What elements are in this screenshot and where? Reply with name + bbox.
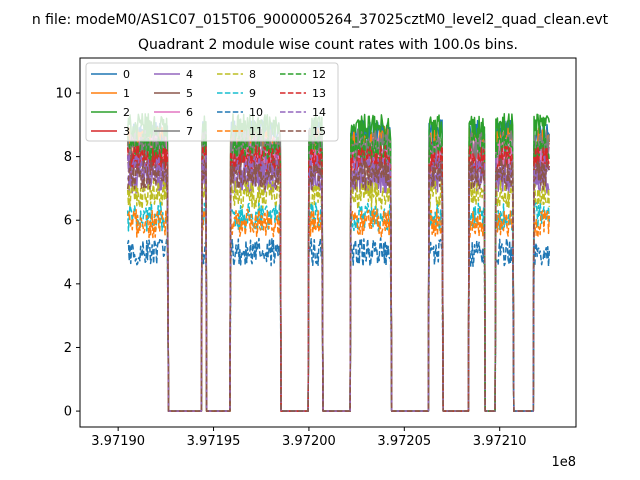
legend-label-2: 2 — [123, 106, 130, 119]
x-tick-label: 3.97190 — [91, 434, 145, 449]
series-line-12 — [126, 132, 551, 412]
series-line-8 — [126, 179, 551, 412]
series-line-10 — [126, 237, 551, 412]
plot-frame — [79, 57, 577, 428]
series-line-13 — [126, 144, 551, 412]
legend-label-12: 12 — [312, 68, 326, 81]
y-tick-label: 4 — [64, 277, 72, 292]
x-tick-label: 3.97200 — [282, 434, 336, 449]
legend-box — [85, 62, 339, 142]
x-tick-label: 3.97195 — [187, 434, 241, 449]
legend-label-6: 6 — [186, 106, 193, 119]
legend-label-8: 8 — [249, 68, 256, 81]
legend-label-13: 13 — [312, 87, 326, 100]
legend-label-9: 9 — [249, 87, 256, 100]
y-tick-label: 2 — [64, 341, 72, 356]
y-tick-label: 6 — [64, 214, 72, 229]
y-tick-label: 10 — [55, 86, 72, 101]
chart-title: Quadrant 2 module wise count rates with … — [138, 37, 518, 53]
x-axis: 3.97190 3.97195 3.97200 3.97205 3.97210 — [91, 427, 527, 449]
x-offset-label: 1e8 — [551, 455, 576, 470]
legend-label-1: 1 — [123, 87, 130, 100]
chart-suptitle: n file: modeM0/AS1C07_015T06_9000005264_… — [32, 12, 609, 28]
legend-label-11: 11 — [249, 125, 263, 138]
legend-label-14: 14 — [312, 106, 326, 119]
y-tick-label: 0 — [64, 405, 72, 420]
series-line-15 — [126, 160, 550, 412]
legend-label-5: 5 — [186, 87, 193, 100]
y-tick-label: 8 — [64, 150, 72, 165]
series-line-11 — [127, 208, 551, 412]
legend-label-0: 0 — [123, 68, 130, 81]
y-axis: 0 2 4 6 8 10 — [55, 86, 80, 420]
legend-label-15: 15 — [312, 125, 326, 138]
legend-label-3: 3 — [123, 125, 130, 138]
x-tick-label: 3.97205 — [377, 434, 431, 449]
x-tick-label: 3.97210 — [473, 434, 527, 449]
legend-label-10: 10 — [249, 106, 263, 119]
legend-label-4: 4 — [186, 68, 193, 81]
legend-label-7: 7 — [186, 125, 193, 138]
